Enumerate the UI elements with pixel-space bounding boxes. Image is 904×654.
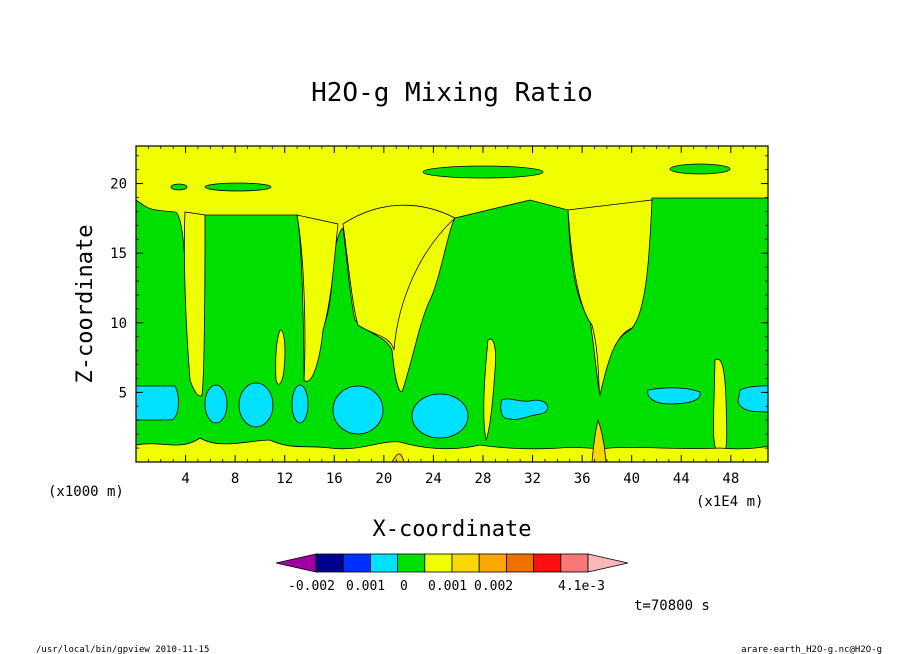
x-tick-label: 8 xyxy=(231,471,239,487)
colorbar-arrow-right xyxy=(587,553,629,573)
colorbar-label: 0 xyxy=(400,579,408,594)
yellow-gap-6 xyxy=(483,338,496,442)
chart-title: H2O-g Mixing Ratio xyxy=(311,78,593,108)
x-unit-left: (x1000 m) xyxy=(48,484,124,500)
green-blob-2 xyxy=(204,182,272,192)
colorbar-swatch xyxy=(424,553,453,573)
contour-cyan xyxy=(135,382,769,439)
yellow-gap-2 xyxy=(296,214,339,382)
contour-orange xyxy=(391,418,607,463)
y-tick-label: 15 xyxy=(110,246,127,262)
x-tick-label: 12 xyxy=(276,471,293,487)
x-tick-label: 16 xyxy=(326,471,343,487)
y-axis-ticks: 5 10 15 20 xyxy=(110,155,768,449)
x-tick-label: 20 xyxy=(375,471,392,487)
cyan-blob-7 xyxy=(500,398,549,420)
yellow-bottom-band xyxy=(135,437,769,463)
yellow-gap-4 xyxy=(567,199,653,397)
y-tick-label: 20 xyxy=(110,177,127,193)
x-tick-label: 40 xyxy=(623,471,640,487)
colorbar-swatch xyxy=(505,553,534,573)
x-tick-label: 28 xyxy=(475,471,492,487)
yellow-gap-5 xyxy=(713,358,728,456)
contour-yellow-gaps xyxy=(135,199,769,463)
contour-green-top xyxy=(170,163,731,192)
green-blob-4 xyxy=(669,163,731,175)
y-axis-label: Z-coordinate xyxy=(73,225,98,384)
green-blob-3 xyxy=(422,165,544,179)
colorbar-label: 0.001 xyxy=(428,579,467,594)
plot-frame xyxy=(135,145,769,463)
plot-area xyxy=(135,145,769,463)
colorbar-swatch xyxy=(478,553,507,573)
colorbar-swatch xyxy=(560,553,589,573)
colorbar-swatch xyxy=(451,553,480,573)
colorbar-label: -0.002 xyxy=(288,579,335,594)
orange-spike xyxy=(591,418,607,463)
green-blob-1 xyxy=(170,183,188,191)
colorbar xyxy=(275,553,629,573)
yellow-gap-1 xyxy=(183,211,206,397)
x-tick-label: 36 xyxy=(574,471,591,487)
colorbar-swatch xyxy=(533,553,562,573)
x-tick-label: 4 xyxy=(181,471,189,487)
colorbar-swatch xyxy=(397,553,426,573)
colorbar-labels: -0.002 0.001 0 0.001 0.002 4.1e-3 xyxy=(288,579,605,594)
x-axis-ticks: 4 8 12 16 20 24 28 32 36 40 44 48 xyxy=(147,146,757,487)
x-tick-label: 48 xyxy=(722,471,739,487)
x-tick-label: 44 xyxy=(673,471,690,487)
cyan-blob-5 xyxy=(332,385,384,435)
colorbar-swatch xyxy=(369,553,398,573)
cyan-blob-6 xyxy=(411,393,469,439)
footer-left: /usr/local/bin/gpview 2010-11-15 xyxy=(36,645,209,654)
colorbar-label: 0.001 xyxy=(346,579,385,594)
footer-right: arare-earth_H2O-g.nc@H2O-g xyxy=(741,645,882,654)
colorbar-label: 0.002 xyxy=(474,579,513,594)
colorbar-label: 4.1e-3 xyxy=(558,579,605,594)
yellow-gap-3 xyxy=(342,204,456,351)
colorbar-swatch xyxy=(342,553,371,573)
cyan-blob-2 xyxy=(204,384,228,424)
colorbar-arrow-left xyxy=(275,553,317,573)
yellow-gap-7 xyxy=(275,329,286,385)
cyan-blob-1 xyxy=(135,385,179,421)
y-tick-label: 10 xyxy=(110,316,127,332)
x-axis-label: X-coordinate xyxy=(373,517,532,542)
colorbar-swatch xyxy=(315,553,344,573)
x-unit-right: (x1E4 m) xyxy=(696,494,763,510)
cyan-blob-8 xyxy=(647,387,701,405)
x-tick-label: 24 xyxy=(425,471,442,487)
cyan-blob-4 xyxy=(291,384,309,424)
x-tick-label: 32 xyxy=(524,471,541,487)
time-label: t=70800 s xyxy=(634,598,710,614)
cyan-blob-3 xyxy=(238,382,274,428)
y-tick-label: 5 xyxy=(119,385,127,401)
cyan-blob-9 xyxy=(737,385,769,413)
